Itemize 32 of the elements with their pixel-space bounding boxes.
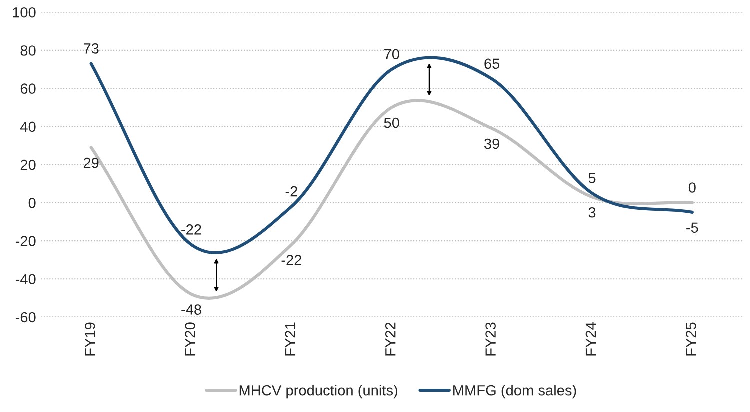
y-tick-label: 60 [20, 84, 36, 94]
x-tick-label: FY20 [185, 322, 196, 356]
data-label: -5 [686, 222, 698, 234]
x-tick-label: FY19 [84, 322, 96, 356]
data-label: 39 [484, 138, 500, 150]
x-tick-label: FY25 [686, 322, 696, 356]
x-tick-label: FY22 [385, 322, 396, 356]
data-label: 70 [384, 49, 400, 60]
y-tick-label: -40 [16, 274, 36, 285]
y-tick-label: 100 [13, 7, 36, 18]
y-tick-label: 0 [28, 198, 36, 208]
x-tick-label: FY23 [486, 322, 496, 356]
data-label: -48 [182, 304, 202, 315]
data-label: 73 [84, 44, 99, 54]
y-tick-label: 40 [20, 122, 36, 132]
y-tick-label: -20 [16, 236, 36, 246]
data-label: -22 [282, 255, 302, 266]
data-label: 50 [384, 118, 400, 128]
legend-label: MHCV production (units) [240, 385, 398, 399]
data-label: 5 [588, 173, 596, 184]
data-label: 65 [484, 58, 500, 70]
data-label: 3 [588, 207, 596, 218]
y-tick-label: 80 [20, 46, 36, 56]
data-label: -22 [182, 224, 202, 235]
data-label: -2 [286, 186, 298, 197]
y-tick-label: -60 [16, 312, 36, 323]
y-tick-label: 20 [20, 160, 36, 170]
x-tick-label: FY24 [586, 322, 596, 356]
data-label: 0 [688, 182, 696, 193]
legend-label: MMFG (dom sales) [454, 385, 576, 399]
data-label: 29 [84, 158, 99, 168]
x-tick-label: FY21 [285, 322, 296, 356]
